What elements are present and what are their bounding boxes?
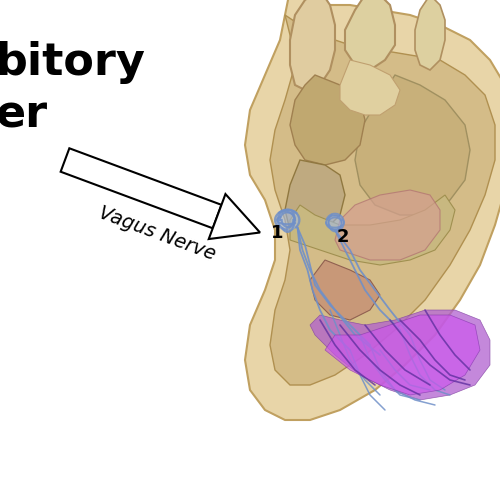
Polygon shape [355, 75, 470, 215]
Polygon shape [345, 0, 395, 70]
Polygon shape [290, 75, 365, 165]
Polygon shape [415, 0, 445, 70]
Polygon shape [310, 310, 490, 400]
Text: bitory: bitory [0, 41, 145, 84]
Polygon shape [340, 60, 400, 115]
Polygon shape [325, 315, 480, 395]
Circle shape [276, 209, 298, 231]
Circle shape [327, 214, 343, 230]
Text: 1: 1 [271, 224, 284, 242]
Polygon shape [270, 15, 495, 385]
Text: Vagus Nerve: Vagus Nerve [96, 204, 218, 264]
Polygon shape [285, 160, 345, 240]
Polygon shape [60, 148, 222, 228]
Polygon shape [245, 0, 500, 420]
Polygon shape [310, 260, 380, 320]
Polygon shape [208, 194, 260, 239]
Polygon shape [335, 190, 440, 260]
Text: er: er [0, 94, 47, 136]
Polygon shape [290, 195, 455, 265]
Polygon shape [290, 0, 335, 90]
Text: 2: 2 [336, 228, 349, 246]
